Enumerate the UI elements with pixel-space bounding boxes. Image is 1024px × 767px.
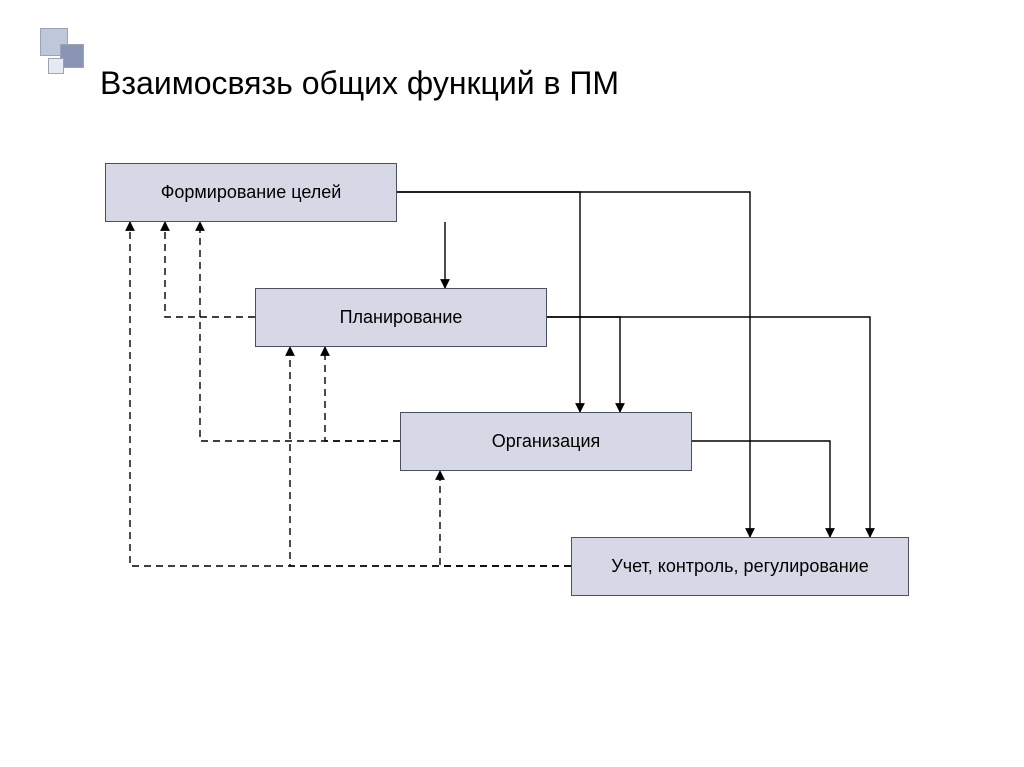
decor-square xyxy=(48,58,64,74)
page-title: Взаимосвязь общих функций в ПМ xyxy=(100,65,619,102)
title-bullet-decor xyxy=(40,28,88,76)
edge-solid-goals-control xyxy=(397,192,750,537)
node-goals: Формирование целей xyxy=(105,163,397,222)
node-planning: Планирование xyxy=(255,288,547,347)
node-organization: Организация xyxy=(400,412,692,471)
edge-dashed-planning-goals xyxy=(165,222,255,317)
edge-solid-planning-organization xyxy=(547,317,620,412)
node-control: Учет, контроль, регулирование xyxy=(571,537,909,596)
edge-dashed-control-goals xyxy=(130,222,571,566)
edge-dashed-organization-planning xyxy=(325,347,400,441)
connections-layer xyxy=(0,0,1024,767)
edge-dashed-control-organization xyxy=(440,471,571,566)
edge-solid-organization-control xyxy=(692,441,830,537)
